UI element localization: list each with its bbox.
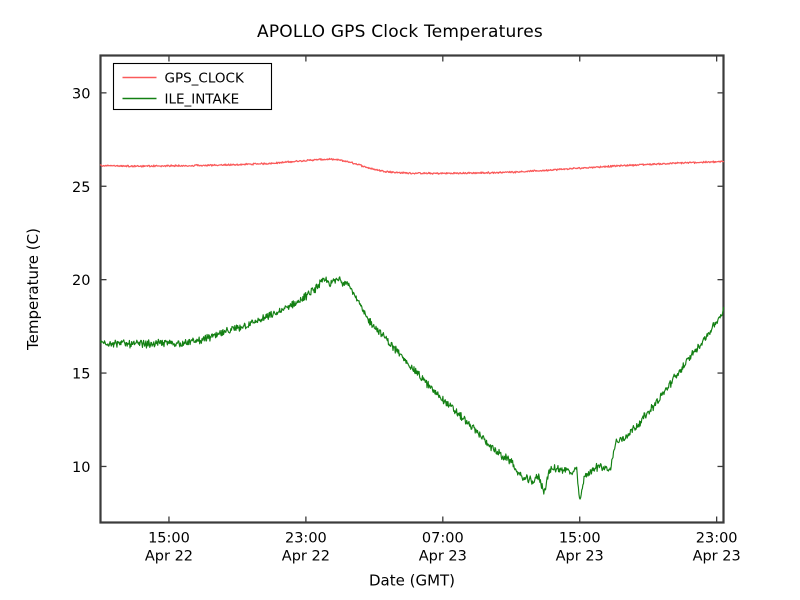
y-tick-label: 20 xyxy=(72,273,90,289)
axis-labels-layer: Date (GMT) Temperature (C) xyxy=(24,228,455,589)
plot-frame xyxy=(99,54,725,524)
x-tick-label-time: 23:00 xyxy=(285,531,327,547)
y-tick-label: 25 xyxy=(72,180,90,196)
series-line-gps-clock xyxy=(99,157,725,175)
y-tick-label: 10 xyxy=(72,460,90,476)
x-tick-label-date: Apr 23 xyxy=(693,549,741,565)
y-tick-label: 15 xyxy=(72,367,90,383)
legend-label-ile-intake: ILE_INTAKE xyxy=(165,92,240,108)
x-tick-label-date: Apr 23 xyxy=(419,549,467,565)
legend-box xyxy=(112,62,273,111)
y-axis-label: Temperature (C) xyxy=(24,228,42,351)
series-line-ile-intake xyxy=(99,276,725,500)
x-tick-label-time: 07:00 xyxy=(422,531,464,547)
x-tick-label-time: 15:00 xyxy=(559,531,601,547)
series-layer xyxy=(99,157,725,500)
legend-label-gps-clock: GPS_CLOCK xyxy=(165,71,245,87)
axes-layer xyxy=(99,54,725,524)
x-tick-label-time: 23:00 xyxy=(696,531,738,547)
x-tick-label-date: Apr 23 xyxy=(556,549,604,565)
x-tick-label-date: Apr 22 xyxy=(145,549,193,565)
chart-legend: GPS_CLOCK ILE_INTAKE xyxy=(112,62,273,111)
x-tick-label-date: Apr 22 xyxy=(282,549,330,565)
x-tick-label-time: 15:00 xyxy=(148,531,190,547)
tick-labels-layer: 10 15 20 25 30 15:00 Apr 22 23:00 Apr 22 07:00 Apr… xyxy=(72,86,741,564)
x-axis-label: Date (GMT) xyxy=(369,572,455,590)
y-tick-label: 30 xyxy=(72,86,90,102)
chart-title: APOLLO GPS Clock Temperatures xyxy=(257,22,543,42)
